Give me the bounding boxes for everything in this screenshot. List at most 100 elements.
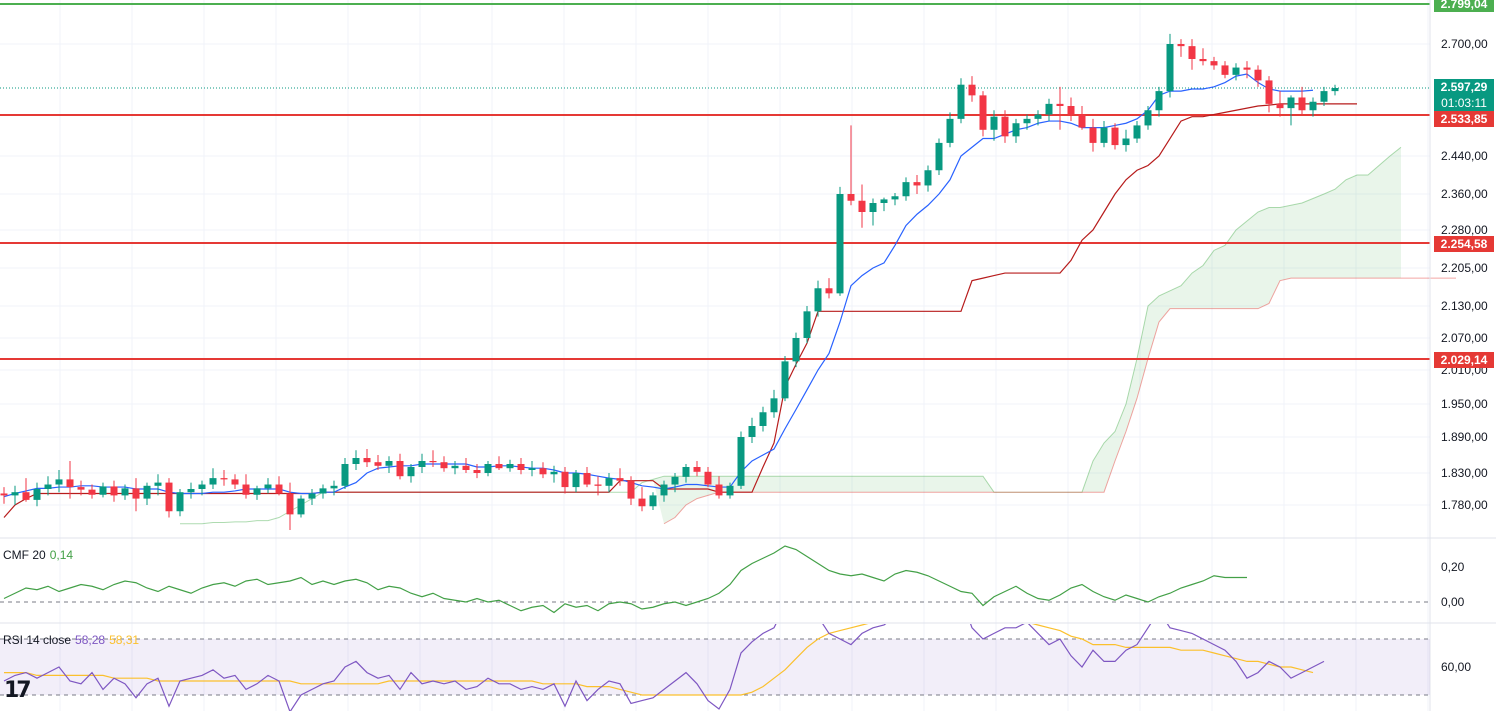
candle-body [132, 488, 140, 499]
candle-body [429, 461, 437, 463]
level-tag-2533: 2.533,85 [1434, 111, 1494, 127]
candle-body [638, 498, 646, 507]
price-axis-label: 2.205,00 [1441, 261, 1488, 275]
candle-body [880, 199, 888, 203]
senkou-span-b [663, 277, 1456, 525]
candle-body [924, 170, 932, 186]
candle-body [99, 486, 107, 495]
candle-body [374, 462, 382, 466]
candle-body [308, 493, 316, 499]
candle-body [363, 458, 371, 463]
candle-body [143, 485, 151, 499]
level-tag-2254: 2.254,58 [1434, 236, 1494, 252]
candle-body [517, 464, 525, 470]
candle-body [275, 484, 283, 494]
candle-body [561, 471, 569, 488]
countdown-timer: 01:03:11 [1441, 96, 1487, 110]
candle-body [352, 458, 360, 464]
candle-body [550, 471, 558, 475]
candle-body [836, 194, 844, 294]
candle-body [220, 478, 228, 480]
candle-body [66, 479, 74, 488]
rsi-value: 58,28 [75, 633, 106, 647]
candle-body [660, 484, 668, 496]
candle-body [902, 182, 910, 197]
cmf-line [3, 545, 1247, 614]
candle-body [1210, 61, 1218, 66]
candle-body [616, 478, 624, 481]
candle-body [176, 492, 184, 512]
rsi-legend[interactable]: RSI 14 close 58,28 58,31 [3, 633, 143, 647]
candle-body [264, 484, 272, 489]
candle-body [187, 489, 195, 493]
candle-body [814, 288, 822, 312]
candle-body [770, 398, 778, 413]
candle-body [462, 465, 470, 470]
last-price-value: 2.597,29 [1440, 80, 1488, 94]
level-tag-2029: 2.029,14 [1434, 352, 1494, 368]
candle-body [792, 338, 800, 362]
candle-body [726, 485, 734, 496]
candle-body [693, 467, 701, 472]
candle-body [1287, 97, 1295, 109]
candle-body [605, 478, 613, 486]
candle-body [1122, 138, 1130, 146]
candle-body [110, 486, 118, 496]
rsi-axis-label: 60,00 [1441, 660, 1471, 674]
cmf-label: CMF 20 [3, 548, 46, 562]
tradingview-logo-icon[interactable]: 17 [4, 678, 32, 703]
candle-body [627, 480, 635, 499]
price-axis-label: 2.360,00 [1441, 187, 1488, 201]
candle-body [121, 488, 129, 496]
candle-body [957, 84, 965, 119]
candle-body [891, 196, 899, 200]
candle-body [198, 484, 206, 489]
price-axis-label: 2.280,00 [1441, 223, 1488, 237]
candle-body [1331, 88, 1339, 92]
last-price-tag: 2.597,29 01:03:11 [1434, 79, 1494, 111]
candle-body [869, 203, 877, 212]
candle-body [847, 194, 855, 201]
candle-body [1034, 114, 1042, 119]
candle-body [253, 488, 261, 495]
kijun-sen-line [3, 103, 1357, 518]
candle-body [1056, 103, 1064, 106]
candle-body [1243, 67, 1251, 70]
price-axis-label: 1.830,00 [1441, 466, 1488, 480]
price-axis-label: 2.700,00 [1441, 37, 1488, 51]
cmf-value: 0,14 [49, 548, 74, 562]
candle-body [594, 484, 602, 486]
candle-body [242, 484, 250, 495]
candle-body [1166, 44, 1174, 92]
candle-body [528, 468, 536, 470]
candle-body [1089, 127, 1097, 143]
candle-body [1155, 91, 1163, 111]
candle-body [1309, 101, 1317, 111]
candle-body [330, 485, 338, 489]
candle-body [803, 311, 811, 338]
cmf-axis-label: 0,20 [1441, 560, 1465, 574]
candle-body [341, 464, 349, 486]
rsi-ma-value: 58,31 [109, 633, 140, 647]
candle-body [1221, 65, 1229, 75]
candle-body [77, 487, 85, 490]
candle-body [1144, 110, 1152, 126]
candle-body [1023, 118, 1031, 124]
candle-body [858, 200, 866, 212]
candle-body [418, 461, 426, 467]
candle-body [1276, 103, 1284, 109]
candle-body [979, 95, 987, 130]
candle-body [946, 118, 954, 143]
candle-body [231, 479, 239, 485]
candle-body [88, 489, 96, 495]
price-axis-label: 1.890,00 [1441, 430, 1488, 444]
candle-body [506, 464, 514, 469]
candle-body [319, 488, 327, 494]
candle-body [935, 142, 943, 171]
candle-body [1254, 69, 1262, 81]
candle-body [682, 467, 690, 477]
cmf-legend[interactable]: CMF 20 0,14 [3, 548, 77, 562]
candle-body [649, 495, 657, 507]
candle-body [55, 479, 63, 485]
